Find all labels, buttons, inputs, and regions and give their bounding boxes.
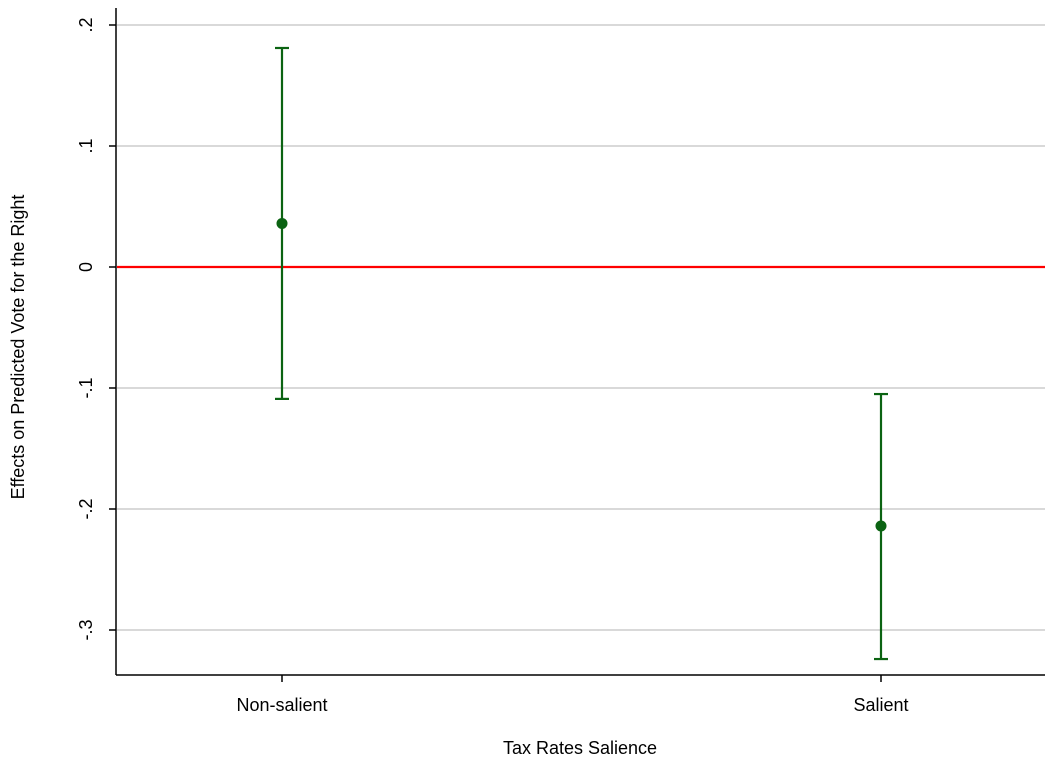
series-points xyxy=(275,46,888,661)
y-tick-label: -.1 xyxy=(76,377,96,398)
x-axis-title: Tax Rates Salience xyxy=(503,738,657,758)
y-tick-labels: .2 .1 0 -.1 -.2 -.3 xyxy=(76,17,96,640)
y-tick-label: -.2 xyxy=(76,498,96,519)
x-tick-label: Salient xyxy=(853,695,908,715)
y-axis-title: Effects on Predicted Vote for the Right xyxy=(8,195,28,500)
y-tick-label: -.3 xyxy=(76,619,96,640)
x-tick-label: Non-salient xyxy=(236,695,327,715)
y-tick-label: .2 xyxy=(76,17,96,32)
x-tick-labels: Non-salient Salient xyxy=(236,695,908,715)
gridlines xyxy=(117,24,1045,631)
axes xyxy=(109,8,1045,682)
point-estimate-marker xyxy=(276,217,288,229)
y-tick-label: 0 xyxy=(76,262,96,272)
y-tick-label: .1 xyxy=(76,138,96,153)
point-estimate-marker xyxy=(875,520,887,532)
